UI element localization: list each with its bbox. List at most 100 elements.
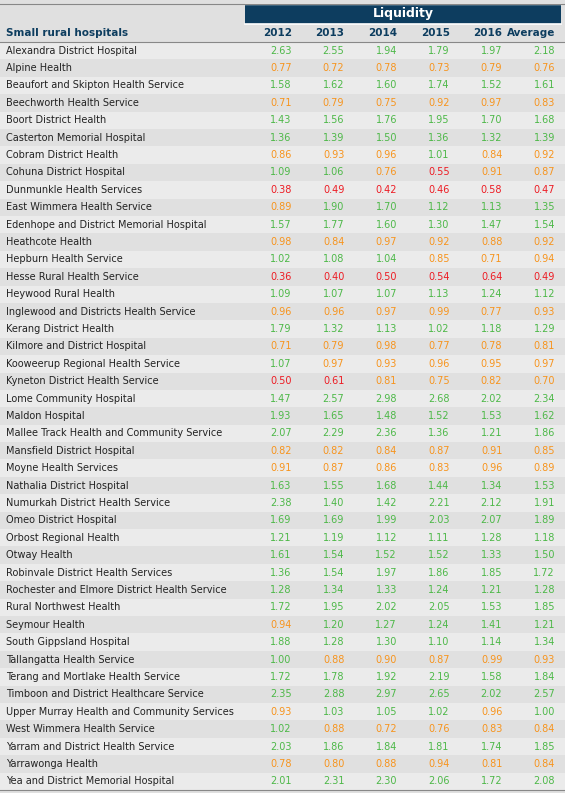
Text: 0.73: 0.73	[428, 63, 450, 73]
Text: 1.60: 1.60	[376, 220, 397, 230]
Text: 0.36: 0.36	[270, 272, 292, 282]
Text: 1.42: 1.42	[376, 498, 397, 508]
Text: 1.43: 1.43	[270, 115, 292, 125]
Text: Tallangatta Health Service: Tallangatta Health Service	[6, 654, 134, 665]
Text: 0.97: 0.97	[376, 307, 397, 316]
Text: Beaufort and Skipton Health Service: Beaufort and Skipton Health Service	[6, 80, 184, 90]
Text: 2.18: 2.18	[533, 46, 555, 56]
Text: 1.50: 1.50	[376, 132, 397, 143]
Text: 0.91: 0.91	[270, 463, 292, 473]
Text: 1.05: 1.05	[376, 707, 397, 717]
Text: 2.01: 2.01	[270, 776, 292, 787]
Bar	[0, 94, 565, 112]
Bar	[0, 772, 565, 790]
Text: 2.55: 2.55	[323, 46, 344, 56]
Bar	[0, 233, 565, 251]
Text: 1.44: 1.44	[428, 481, 450, 491]
Text: 1.72: 1.72	[533, 568, 555, 577]
Text: 1.85: 1.85	[533, 741, 555, 752]
Text: 0.72: 0.72	[323, 63, 344, 73]
Bar	[0, 303, 565, 320]
Text: Alpine Health: Alpine Health	[6, 63, 72, 73]
Text: Inglewood and Districts Health Service: Inglewood and Districts Health Service	[6, 307, 195, 316]
Text: Orbost Regional Health: Orbost Regional Health	[6, 533, 120, 542]
Text: 1.20: 1.20	[323, 620, 344, 630]
Text: 1.12: 1.12	[428, 202, 450, 213]
Text: 1.74: 1.74	[481, 741, 502, 752]
Text: 0.71: 0.71	[270, 98, 292, 108]
Text: 1.69: 1.69	[270, 515, 292, 526]
Text: 0.76: 0.76	[376, 167, 397, 178]
Text: 1.28: 1.28	[533, 585, 555, 595]
Text: 0.94: 0.94	[428, 759, 450, 769]
Text: 1.21: 1.21	[533, 620, 555, 630]
Text: 2.57: 2.57	[323, 393, 344, 404]
Text: 0.88: 0.88	[323, 654, 344, 665]
Text: 1.34: 1.34	[533, 637, 555, 647]
Text: 1.54: 1.54	[323, 568, 344, 577]
Text: 1.86: 1.86	[323, 741, 344, 752]
Text: Liquidity: Liquidity	[372, 7, 433, 21]
Bar	[0, 338, 565, 355]
Text: 2.30: 2.30	[376, 776, 397, 787]
Bar	[0, 112, 565, 129]
Bar	[0, 147, 565, 164]
Text: 1.88: 1.88	[270, 637, 292, 647]
Bar	[0, 511, 565, 529]
Text: 0.49: 0.49	[323, 185, 344, 195]
Text: 0.81: 0.81	[376, 376, 397, 386]
Bar	[0, 442, 565, 459]
Text: 1.52: 1.52	[375, 550, 397, 560]
Text: 0.83: 0.83	[533, 98, 555, 108]
Text: 0.93: 0.93	[376, 358, 397, 369]
Text: 0.89: 0.89	[533, 463, 555, 473]
Bar	[0, 408, 565, 425]
Text: 1.32: 1.32	[481, 132, 502, 143]
Text: 1.30: 1.30	[428, 220, 450, 230]
Text: 1.79: 1.79	[270, 324, 292, 334]
Text: 0.84: 0.84	[533, 759, 555, 769]
Text: 1.62: 1.62	[323, 80, 344, 90]
Text: 1.79: 1.79	[428, 46, 450, 56]
Text: 1.21: 1.21	[481, 585, 502, 595]
Text: 0.55: 0.55	[428, 167, 450, 178]
Text: 1.86: 1.86	[533, 428, 555, 439]
Text: 1.84: 1.84	[533, 672, 555, 682]
Text: 0.85: 0.85	[533, 446, 555, 456]
Bar	[0, 686, 565, 703]
Bar	[0, 164, 565, 181]
Text: 0.75: 0.75	[375, 98, 397, 108]
Text: 2.31: 2.31	[323, 776, 344, 787]
Text: 0.58: 0.58	[481, 185, 502, 195]
Text: 1.02: 1.02	[428, 707, 450, 717]
Text: 0.82: 0.82	[481, 376, 502, 386]
Text: 2.29: 2.29	[323, 428, 344, 439]
Text: 0.78: 0.78	[481, 342, 502, 351]
Text: 0.99: 0.99	[428, 307, 450, 316]
Text: 0.97: 0.97	[481, 98, 502, 108]
Text: 1.54: 1.54	[533, 220, 555, 230]
Text: 2.05: 2.05	[428, 603, 450, 612]
Text: Rural Northwest Health: Rural Northwest Health	[6, 603, 120, 612]
Text: 0.92: 0.92	[533, 150, 555, 160]
Text: 1.07: 1.07	[323, 289, 344, 299]
Text: 1.18: 1.18	[481, 324, 502, 334]
Text: 0.76: 0.76	[428, 724, 450, 734]
Text: Heywood Rural Health: Heywood Rural Health	[6, 289, 115, 299]
Text: 0.96: 0.96	[428, 358, 450, 369]
Text: 1.93: 1.93	[270, 411, 292, 421]
Text: 0.87: 0.87	[323, 463, 344, 473]
Text: 2012: 2012	[263, 28, 292, 38]
Text: 0.96: 0.96	[270, 307, 292, 316]
Text: 1.99: 1.99	[376, 515, 397, 526]
Text: 2.03: 2.03	[428, 515, 450, 526]
Text: 0.92: 0.92	[428, 98, 450, 108]
Text: 1.53: 1.53	[481, 411, 502, 421]
Text: 1.90: 1.90	[323, 202, 344, 213]
Text: 1.85: 1.85	[481, 568, 502, 577]
Text: 0.98: 0.98	[376, 342, 397, 351]
Text: 1.56: 1.56	[323, 115, 344, 125]
Text: Nathalia District Hospital: Nathalia District Hospital	[6, 481, 129, 491]
Bar	[0, 198, 565, 216]
Text: 1.95: 1.95	[428, 115, 450, 125]
